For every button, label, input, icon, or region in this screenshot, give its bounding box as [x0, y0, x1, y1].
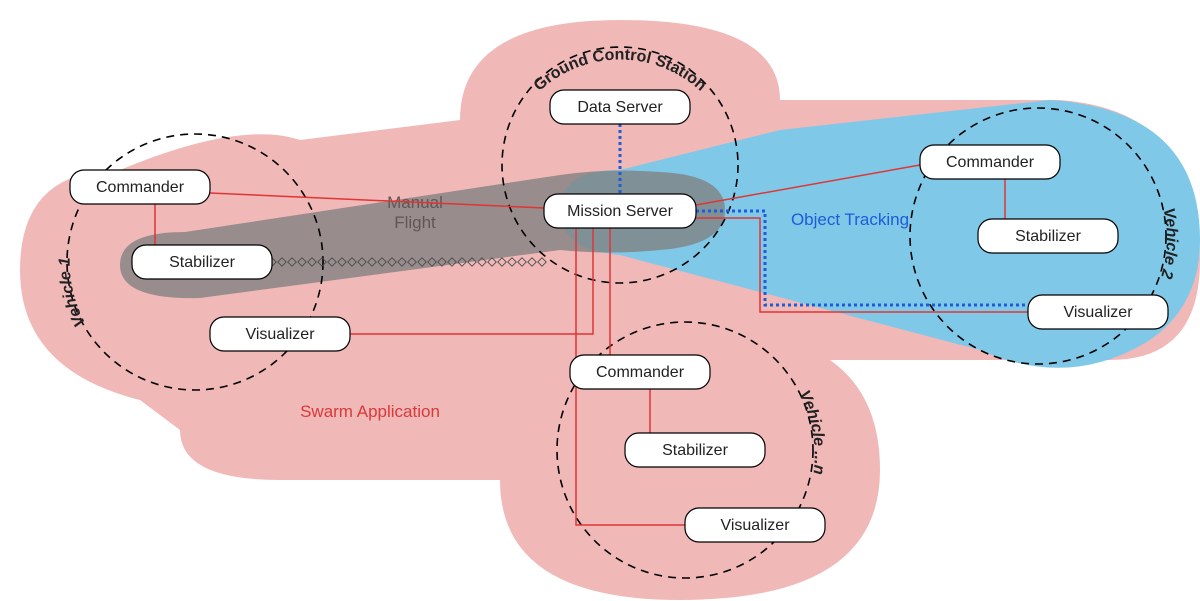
node-v2-stabilizer: Stabilizer — [978, 219, 1118, 253]
swarm-architecture-diagram: Swarm Application Object Tracking Manual… — [0, 0, 1200, 601]
node-v1-commander-label: Commander — [96, 179, 185, 196]
node-v1-commander: Commander — [70, 170, 210, 204]
node-data-server: Data Server — [550, 90, 690, 124]
node-v1-stabilizer: Stabilizer — [132, 245, 272, 279]
node-v2-commander: Commander — [920, 145, 1060, 179]
node-v2-visualizer: Visualizer — [1028, 295, 1168, 329]
node-v1-visualizer-label: Visualizer — [245, 326, 315, 343]
node-vn-commander-label: Commander — [596, 364, 685, 381]
node-v1-stabilizer-label: Stabilizer — [169, 254, 235, 271]
node-v2-visualizer-label: Visualizer — [1063, 304, 1133, 321]
node-v2-stabilizer-label: Stabilizer — [1015, 228, 1081, 245]
node-v2-commander-label: Commander — [946, 154, 1035, 171]
node-vn-stabilizer-label: Stabilizer — [662, 442, 728, 459]
node-vn-visualizer: Visualizer — [685, 508, 825, 542]
node-mission-server: Mission Server — [544, 194, 696, 228]
region-swarm-label: Swarm Application — [300, 402, 440, 421]
region-object-tracking-label: Object Tracking — [791, 210, 909, 229]
node-vn-commander: Commander — [570, 355, 710, 389]
node-mission-server-label: Mission Server — [567, 203, 673, 220]
region-manual-flight-label-2: Flight — [394, 213, 436, 232]
node-vn-visualizer-label: Visualizer — [720, 517, 790, 534]
node-vn-stabilizer: Stabilizer — [625, 433, 765, 467]
node-v1-visualizer: Visualizer — [210, 317, 350, 351]
node-data-server-label: Data Server — [577, 99, 663, 116]
